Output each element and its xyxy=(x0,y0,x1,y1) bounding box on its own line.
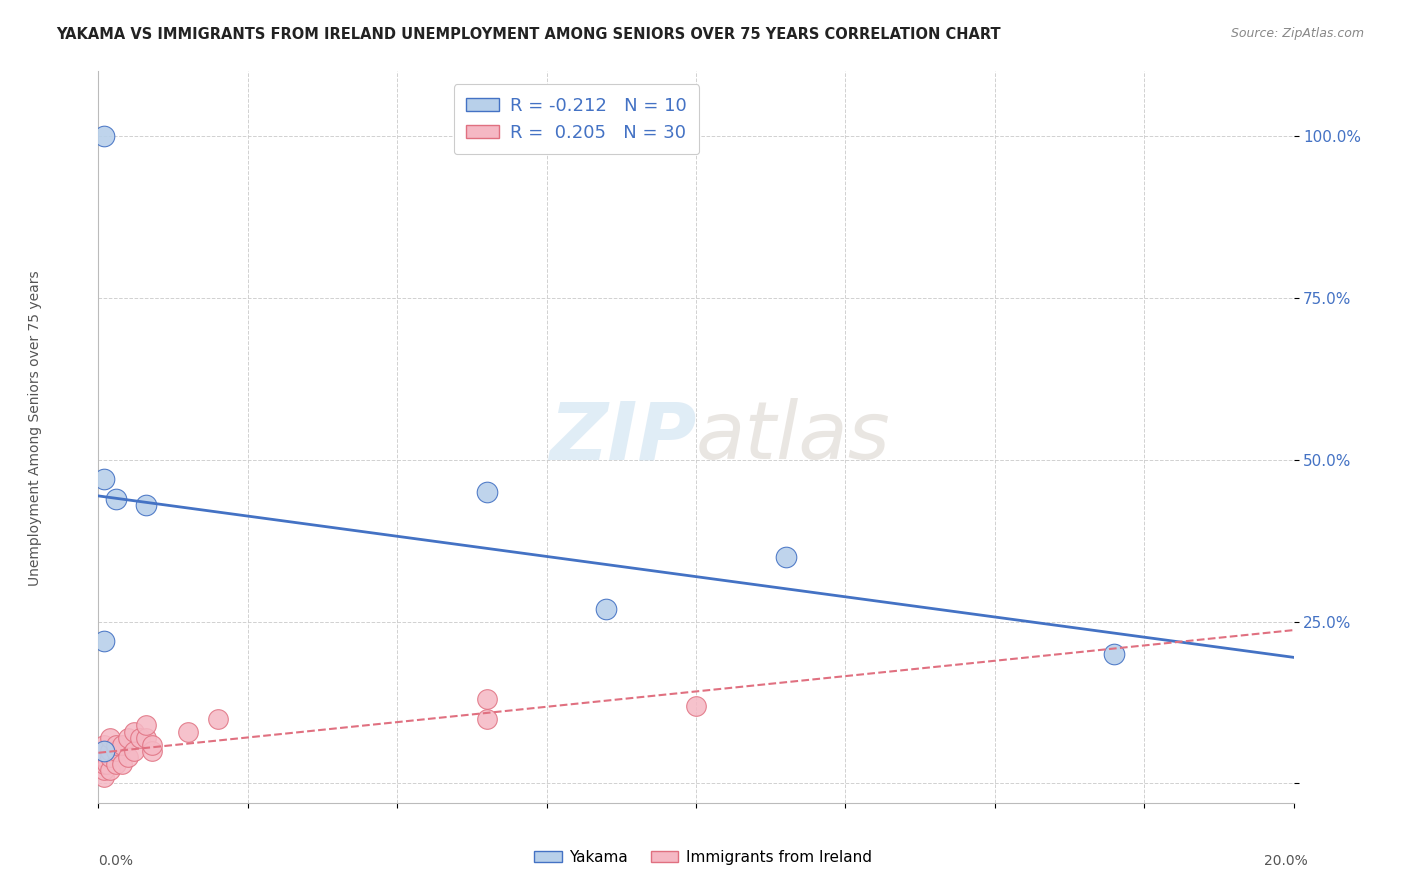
Point xyxy=(124,724,146,739)
Point xyxy=(96,756,118,771)
Text: YAKAMA VS IMMIGRANTS FROM IRELAND UNEMPLOYMENT AMONG SENIORS OVER 75 YEARS CORRE: YAKAMA VS IMMIGRANTS FROM IRELAND UNEMPL… xyxy=(56,27,1001,42)
Point xyxy=(117,731,139,745)
Point xyxy=(98,731,122,745)
Point xyxy=(135,718,157,732)
Point xyxy=(141,744,163,758)
Point xyxy=(475,485,498,500)
Point xyxy=(93,129,115,144)
Point xyxy=(98,744,122,758)
Point xyxy=(98,764,122,778)
Point xyxy=(775,549,797,564)
Text: ZIP: ZIP xyxy=(548,398,696,476)
Point xyxy=(93,472,115,486)
Text: 20.0%: 20.0% xyxy=(1264,854,1308,868)
Legend: Yakama, Immigrants from Ireland: Yakama, Immigrants from Ireland xyxy=(527,844,879,871)
Point xyxy=(98,750,122,764)
Text: 0.0%: 0.0% xyxy=(98,854,134,868)
Point xyxy=(105,756,128,771)
Point xyxy=(105,738,128,752)
Point xyxy=(135,731,157,745)
Point xyxy=(93,764,115,778)
Point xyxy=(105,491,128,506)
Point xyxy=(93,750,115,764)
Point xyxy=(124,744,146,758)
Point xyxy=(685,698,707,713)
Point xyxy=(135,498,157,512)
Point xyxy=(475,692,498,706)
Point xyxy=(177,724,200,739)
Text: atlas: atlas xyxy=(696,398,891,476)
Point xyxy=(93,770,115,784)
Point xyxy=(475,712,498,726)
Point xyxy=(93,744,115,758)
Point xyxy=(111,756,134,771)
Point xyxy=(93,634,115,648)
Point xyxy=(105,744,128,758)
Point xyxy=(595,601,617,615)
Point xyxy=(117,750,139,764)
Text: Source: ZipAtlas.com: Source: ZipAtlas.com xyxy=(1230,27,1364,40)
Legend: R = -0.212   N = 10, R =  0.205   N = 30: R = -0.212 N = 10, R = 0.205 N = 30 xyxy=(454,84,699,154)
Point xyxy=(93,756,115,771)
Text: Unemployment Among Seniors over 75 years: Unemployment Among Seniors over 75 years xyxy=(28,270,42,586)
Point xyxy=(207,712,229,726)
Point xyxy=(93,744,115,758)
Point xyxy=(129,731,152,745)
Point xyxy=(111,738,134,752)
Point xyxy=(93,738,115,752)
Point xyxy=(141,738,163,752)
Point xyxy=(1104,647,1126,661)
